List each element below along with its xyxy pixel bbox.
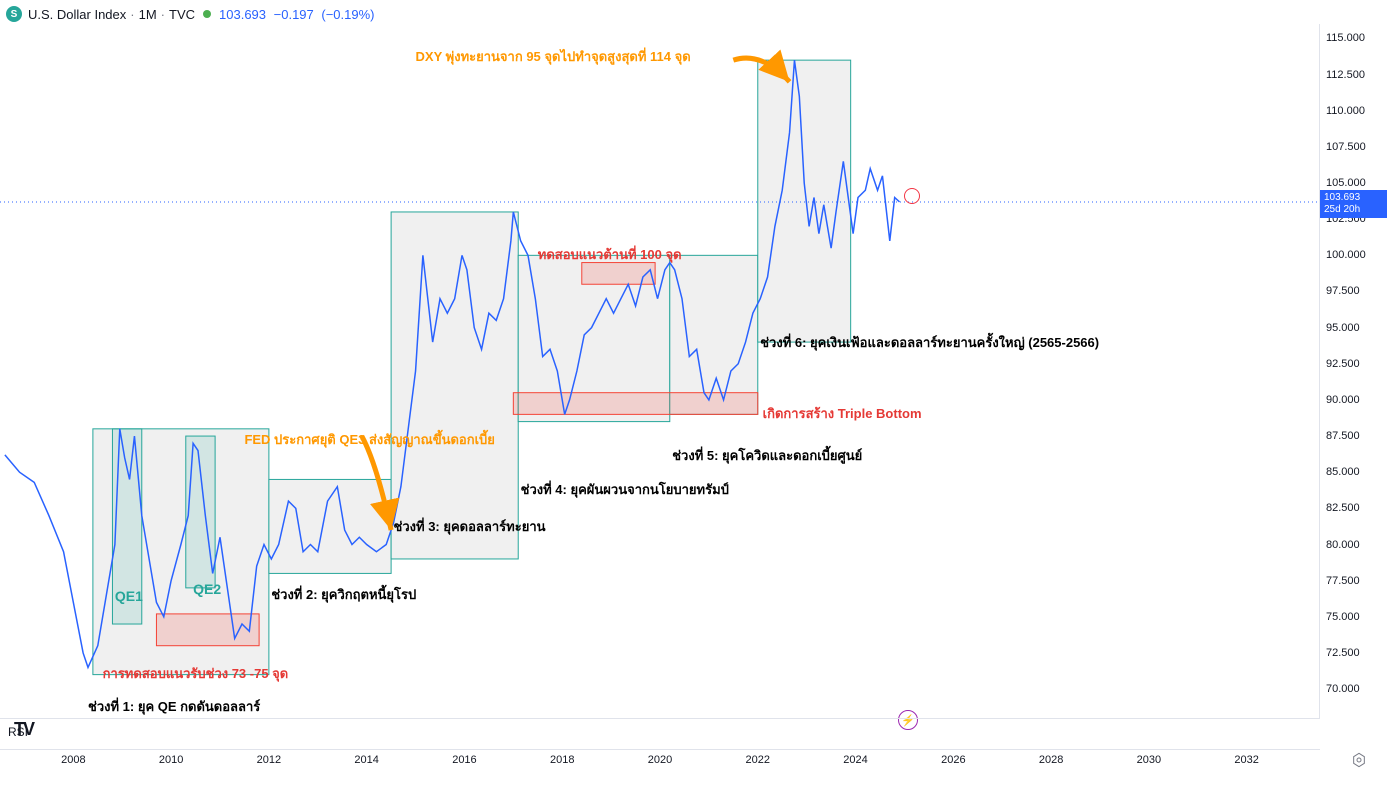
x-tick: 2014 bbox=[354, 754, 378, 766]
y-tick: 80.000 bbox=[1326, 539, 1360, 551]
x-tick: 2024 bbox=[843, 754, 867, 766]
last-price: 103.693 bbox=[219, 7, 266, 22]
x-tick: 2026 bbox=[941, 754, 965, 766]
quote-block: 103.693 −0.197 (−0.19%) bbox=[219, 7, 375, 22]
price-chart-svg bbox=[0, 24, 1320, 718]
exchange-label: TVC bbox=[169, 7, 195, 22]
x-tick: 2028 bbox=[1039, 754, 1063, 766]
last-price-tag: 103.69325d 20h bbox=[1320, 190, 1387, 218]
chart-area[interactable]: ช่วงที่ 1: ยุค QE กดดันดอลลาร์ช่วงที่ 2:… bbox=[0, 24, 1320, 718]
y-tick: 115.000 bbox=[1326, 32, 1365, 44]
x-axis[interactable]: 2008 2010 2012 2014 2016 2018 2020 2022 2024 2026… bbox=[0, 749, 1320, 774]
y-tick: 95.000 bbox=[1326, 322, 1360, 334]
y-tick: 72.500 bbox=[1326, 647, 1360, 659]
symbol-icon[interactable]: S bbox=[6, 6, 22, 22]
y-tick: 75.000 bbox=[1326, 611, 1360, 623]
y-tick: 110.000 bbox=[1326, 105, 1365, 117]
x-tick: 2032 bbox=[1234, 754, 1258, 766]
y-tick: 82.500 bbox=[1326, 502, 1360, 514]
interval-label[interactable]: 1M bbox=[139, 7, 157, 22]
x-tick: 2022 bbox=[746, 754, 770, 766]
market-status-dot bbox=[203, 10, 211, 18]
y-tick: 77.500 bbox=[1326, 575, 1360, 587]
y-tick: 100.000 bbox=[1326, 249, 1366, 261]
settings-icon[interactable] bbox=[1351, 752, 1367, 768]
y-tick: 105.000 bbox=[1326, 177, 1366, 189]
y-tick: 87.500 bbox=[1326, 430, 1360, 442]
rsi-indicator-row[interactable]: RSI bbox=[0, 718, 1320, 749]
y-tick: 112.500 bbox=[1326, 69, 1365, 81]
x-tick: 2010 bbox=[159, 754, 183, 766]
x-tick: 2020 bbox=[648, 754, 672, 766]
x-tick: 2012 bbox=[257, 754, 281, 766]
x-tick: 2018 bbox=[550, 754, 574, 766]
x-tick: 2008 bbox=[61, 754, 85, 766]
y-tick: 97.500 bbox=[1326, 285, 1360, 297]
symbol-name[interactable]: U.S. Dollar Index bbox=[28, 7, 126, 22]
rsi-label: RSI bbox=[8, 725, 28, 739]
price-change-pct: (−0.19%) bbox=[321, 7, 374, 22]
y-tick: 90.000 bbox=[1326, 394, 1360, 406]
price-flag-icon bbox=[904, 188, 920, 204]
y-tick: 85.000 bbox=[1326, 466, 1360, 478]
y-tick: 70.000 bbox=[1326, 683, 1360, 695]
x-tick: 2030 bbox=[1137, 754, 1161, 766]
y-axis[interactable]: 70.000 72.500 75.000 77.500 80.000 82.500 85.0… bbox=[1319, 24, 1387, 718]
x-tick: 2016 bbox=[452, 754, 476, 766]
y-tick: 92.500 bbox=[1326, 358, 1360, 370]
y-tick: 107.500 bbox=[1326, 141, 1366, 153]
price-change: −0.197 bbox=[274, 7, 314, 22]
